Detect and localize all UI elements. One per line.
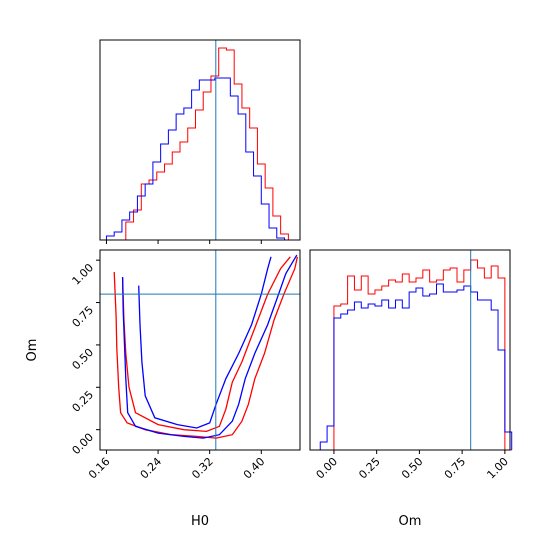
joint-frame xyxy=(99,249,301,451)
h0-histogram-red xyxy=(106,47,293,241)
om-marginal-x-tick-label: 0.25 xyxy=(356,455,383,482)
h0-marginal-frame xyxy=(99,39,301,241)
joint-x-ticks: 0.16 0.24 0.32 0.40 xyxy=(86,450,267,481)
joint-y-tick-label: 0.00 xyxy=(70,431,97,458)
joint-y-ticks: 0.00 0.25 0.50 0.75 1.00 xyxy=(70,259,100,458)
om-histogram-red xyxy=(313,259,512,451)
om-marginal-x-tick-label: 0.50 xyxy=(399,455,426,482)
h0-hist-blue-step-path xyxy=(105,77,293,241)
om-hist-blue-step-path xyxy=(313,283,513,451)
joint-y-tick-label: 0.75 xyxy=(70,303,97,330)
h0-marginal-ticks xyxy=(105,240,262,244)
h0-marginal-panel xyxy=(99,39,301,244)
om-marginal-x-tick-label: 0.00 xyxy=(314,455,341,482)
joint-panel: 0.16 0.24 0.32 0.40 0.00 0.25 0.50 0.75 1.00 xyxy=(70,249,301,481)
om-axis-label-left: Om xyxy=(25,339,40,362)
h0-hist-red-step-path xyxy=(106,47,293,241)
om-histogram-blue xyxy=(313,283,513,451)
joint-y-tick-label: 0.25 xyxy=(70,388,97,415)
joint-y-tick-label: 0.50 xyxy=(70,346,97,373)
joint-x-tick-label: 0.40 xyxy=(241,455,268,482)
joint-y-tick-label: 1.00 xyxy=(70,261,97,288)
om-marginal-x-tick-label: 0.75 xyxy=(442,455,469,482)
om-marginal-x-tick-label: 1.00 xyxy=(484,455,511,482)
om-marginal-ticks: 0.00 0.25 0.50 0.75 1.00 xyxy=(314,450,511,481)
joint-x-tick-label: 0.24 xyxy=(138,455,165,482)
om-marginal-frame xyxy=(309,249,511,451)
joint-x-tick-label: 0.32 xyxy=(189,455,216,482)
contour-red-level-2 xyxy=(121,256,291,433)
om-axis-label-bottom: Om xyxy=(399,514,422,529)
om-marginal-panel: 0.00 0.25 0.50 0.75 1.00 xyxy=(309,249,513,481)
om-hist-red-step-path xyxy=(313,259,512,451)
h0-histogram-blue xyxy=(105,77,293,241)
contour-blue-level-2 xyxy=(138,256,272,429)
contour-blue-level-1 xyxy=(121,254,298,439)
joint-x-tick-label: 0.16 xyxy=(86,455,113,482)
h0-axis-label: H0 xyxy=(191,514,209,529)
joint-contours-blue xyxy=(121,254,298,439)
